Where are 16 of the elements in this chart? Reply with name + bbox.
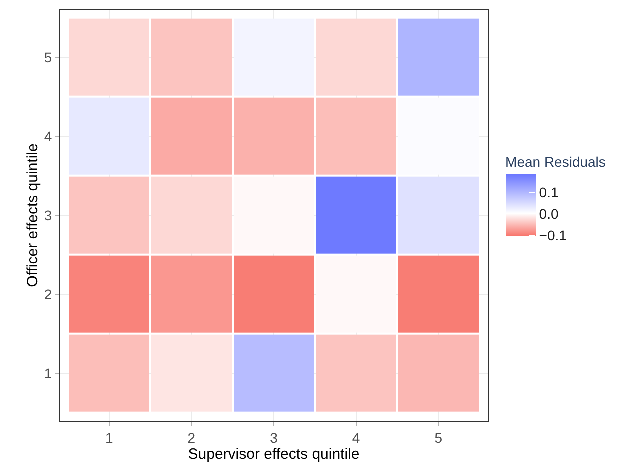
y-tick-label: 3 xyxy=(44,207,52,224)
color-bar-label: 0.0 xyxy=(539,206,559,222)
color-bar-label: −0.1 xyxy=(539,227,568,244)
x-axis-title: Supervisor effects quintile xyxy=(188,446,360,463)
y-tick-label: 2 xyxy=(44,286,52,302)
y-axis-title: Officer effects quintile xyxy=(24,144,42,288)
x-tick-label: 4 xyxy=(352,430,360,446)
y-tick-label: 4 xyxy=(44,128,52,144)
x-tick-label: 3 xyxy=(270,430,278,446)
x-tick-label: 2 xyxy=(188,430,196,446)
y-tick-label: 5 xyxy=(44,49,52,66)
color-bar-title: Mean Residuals xyxy=(506,154,606,170)
color-bar-label: 0.1 xyxy=(539,184,559,201)
y-tick-label: 1 xyxy=(44,365,52,382)
x-tick-label: 5 xyxy=(434,430,443,446)
x-tick-label: 1 xyxy=(105,430,114,446)
